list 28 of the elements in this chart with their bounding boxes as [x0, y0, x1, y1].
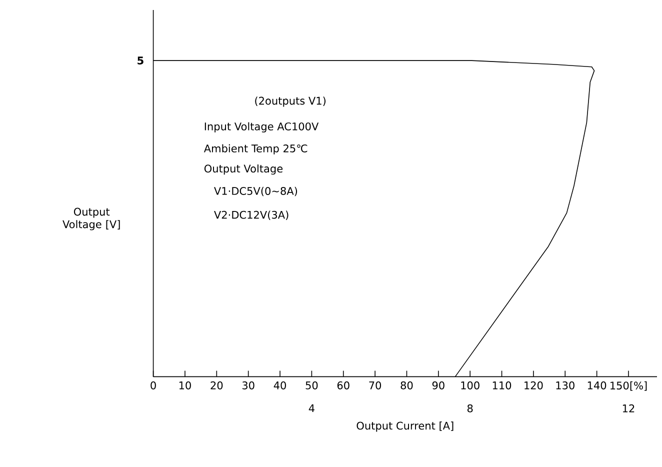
x2-tick-label: 12 — [622, 404, 634, 412]
annotation: Ambient Temp 25℃ — [204, 144, 308, 154]
annotation: Output Voltage — [204, 164, 283, 175]
annotation: 5 — [138, 56, 144, 64]
x-tick-label: 0 — [150, 381, 156, 390]
x-tick-label: 90 — [432, 381, 444, 390]
x-tick-label: 80 — [400, 381, 413, 390]
x-tick-label: 100 — [461, 381, 480, 390]
x-tick-label: 50 — [306, 381, 318, 390]
x-tick-label: 70 — [369, 381, 382, 390]
x-tick-label: 120 — [524, 381, 543, 390]
x-tick-label: 60 — [337, 381, 350, 390]
x-tick-label: 20 — [210, 381, 223, 390]
x-tick-label: 10 — [179, 381, 191, 390]
annotation: V1·DC5V(0~8A) — [214, 186, 298, 196]
annotation: Input Voltage AC100V — [204, 122, 319, 132]
y-axis-title: Output Voltage [V] — [62, 208, 120, 230]
x2-axis-title: Output Current [A] — [356, 422, 454, 432]
x-tick-label: 150[%] — [610, 381, 647, 391]
annotation: (2outputs V1) — [255, 96, 326, 107]
x-tick-label: 130 — [556, 381, 574, 390]
x-tick-label: 110 — [492, 381, 512, 390]
x2-tick-label: 4 — [308, 404, 314, 412]
x-tick-label: 140 — [588, 381, 606, 390]
x2-tick-label: 8 — [467, 404, 473, 412]
x-tick-label: 40 — [274, 381, 286, 390]
annotation: V2·DC12V(3A) — [214, 210, 288, 220]
x-tick-label: 30 — [242, 381, 254, 390]
